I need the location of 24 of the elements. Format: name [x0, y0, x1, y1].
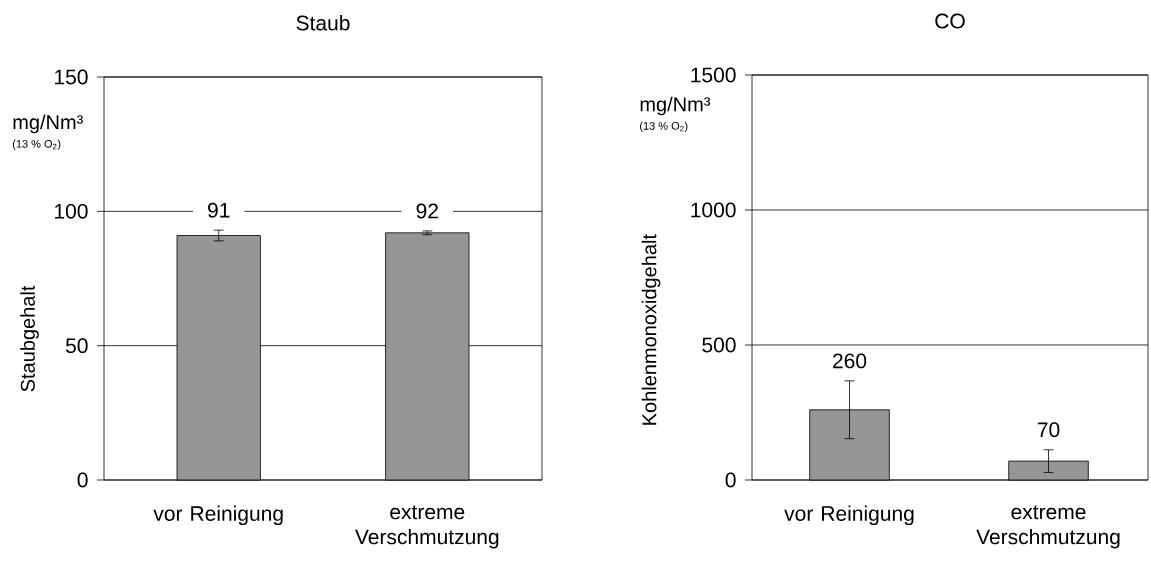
chart-title: Staub [296, 15, 350, 31]
y-tick-label: 50 [65, 338, 88, 354]
data-label: 92 [416, 203, 438, 219]
x-tick-label: vor Reinigung [784, 505, 914, 526]
x-tick-label: vor Reinigung [153, 505, 283, 526]
y-tick-label: 500 [702, 337, 736, 353]
y-tick-label: 1000 [691, 202, 736, 218]
text: (13 % O$_{2}$) [640, 121, 688, 132]
y-axis-title: Staubgehalt [20, 285, 39, 392]
text: mg/Nm³ [13, 114, 83, 134]
x-tick-label: extreme Verschmutzung [976, 505, 1120, 549]
data-label: 70 [1037, 422, 1060, 438]
y-tick-label: 100 [55, 203, 88, 219]
data-label: 91 [208, 202, 230, 218]
x-tick-label: extreme Verschmutzung [355, 505, 499, 549]
y-tick-label: 1500 [691, 67, 736, 83]
data-label: 260 [833, 353, 867, 369]
y-tick-label: 0 [77, 472, 88, 488]
y-tick-label: 0 [725, 472, 736, 488]
chart-title: CO [935, 13, 965, 29]
text: mg/Nm³ [640, 96, 711, 116]
y-tick-label: 150 [55, 69, 88, 85]
text: (13 % O$_{2}$) [12, 139, 61, 150]
y-axis-title: Kohlenmonoxidgehalt [641, 234, 661, 425]
